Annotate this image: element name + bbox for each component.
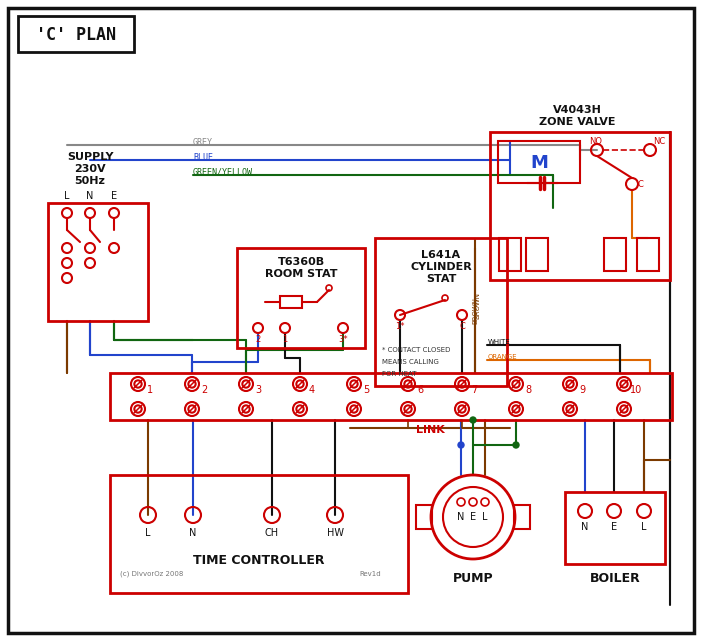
Text: 3*: 3*	[338, 335, 347, 344]
Text: 1: 1	[147, 385, 153, 395]
Text: STAT: STAT	[426, 274, 456, 284]
Bar	[498, 141, 580, 183]
Text: ORANGE: ORANGE	[488, 354, 517, 360]
Text: BLUE: BLUE	[193, 153, 213, 162]
Text: C: C	[638, 179, 644, 188]
Text: Rev1d: Rev1d	[359, 571, 380, 577]
Bar	[499, 238, 521, 271]
Text: 'C' PLAN: 'C' PLAN	[36, 26, 116, 44]
Text: FOR HEAT: FOR HEAT	[382, 371, 416, 377]
Text: 8: 8	[525, 385, 531, 395]
Circle shape	[513, 442, 519, 448]
Bar	[18, 16, 134, 52]
Text: L: L	[145, 528, 151, 538]
Text: E: E	[111, 191, 117, 201]
Text: (c) DivvorOz 2008: (c) DivvorOz 2008	[120, 570, 183, 578]
Text: C: C	[459, 322, 465, 331]
Text: MEANS CALLING: MEANS CALLING	[382, 359, 439, 365]
Text: CH: CH	[265, 528, 279, 538]
Bar	[280, 296, 302, 308]
Bar	[514, 505, 530, 529]
Bar	[110, 373, 672, 420]
Text: BOILER: BOILER	[590, 572, 640, 585]
Text: 230V: 230V	[74, 164, 106, 174]
Text: E: E	[470, 512, 476, 522]
Text: NC: NC	[653, 137, 665, 146]
Text: 10: 10	[630, 385, 642, 395]
Bar	[637, 238, 659, 271]
Text: N: N	[190, 528, 197, 538]
Text: 3: 3	[255, 385, 261, 395]
Text: M: M	[530, 154, 548, 172]
Text: N: N	[457, 512, 465, 522]
Text: L641A: L641A	[421, 250, 461, 260]
Bar	[375, 238, 507, 386]
Text: V4043H: V4043H	[552, 105, 602, 115]
Text: N: N	[86, 191, 93, 201]
Bar	[416, 505, 432, 529]
Text: 2: 2	[201, 385, 207, 395]
Text: ZONE VALVE: ZONE VALVE	[538, 117, 615, 127]
Text: TIME CONTROLLER: TIME CONTROLLER	[193, 553, 325, 567]
Text: 2: 2	[256, 335, 260, 344]
Text: GREEN/YELLOW: GREEN/YELLOW	[193, 167, 253, 176]
Text: ROOM STAT: ROOM STAT	[265, 269, 337, 279]
Bar	[526, 238, 548, 271]
Text: 4: 4	[309, 385, 315, 395]
Circle shape	[458, 442, 464, 448]
Text: CYLINDER: CYLINDER	[410, 262, 472, 272]
Bar	[565, 492, 665, 564]
Text: 6: 6	[417, 385, 423, 395]
Text: BROWN: BROWN	[474, 292, 480, 319]
Text: GREY: GREY	[193, 138, 213, 147]
Text: 1*: 1*	[395, 322, 405, 331]
Text: L: L	[482, 512, 488, 522]
Bar	[604, 238, 626, 271]
Text: N: N	[581, 522, 589, 532]
Text: 7: 7	[471, 385, 477, 395]
Text: WHITE: WHITE	[488, 339, 511, 345]
Text: 1: 1	[282, 335, 288, 344]
Text: L: L	[65, 191, 69, 201]
Bar	[237, 248, 365, 348]
Circle shape	[470, 417, 476, 423]
Bar	[490, 132, 670, 280]
Bar	[110, 475, 408, 593]
Text: T6360B: T6360B	[277, 257, 324, 267]
Text: HW: HW	[326, 528, 343, 538]
Text: SUPPLY: SUPPLY	[67, 152, 113, 162]
Text: 9: 9	[579, 385, 585, 395]
Text: * CONTACT CLOSED: * CONTACT CLOSED	[382, 347, 451, 353]
Bar	[48, 203, 148, 321]
Text: 5: 5	[363, 385, 369, 395]
Text: BROWN: BROWN	[472, 297, 478, 324]
Text: E: E	[611, 522, 617, 532]
Text: L: L	[641, 522, 647, 532]
Text: 50Hz: 50Hz	[74, 176, 105, 186]
Text: PUMP: PUMP	[453, 572, 494, 585]
Text: NO: NO	[589, 137, 602, 146]
Text: LINK: LINK	[416, 425, 444, 435]
